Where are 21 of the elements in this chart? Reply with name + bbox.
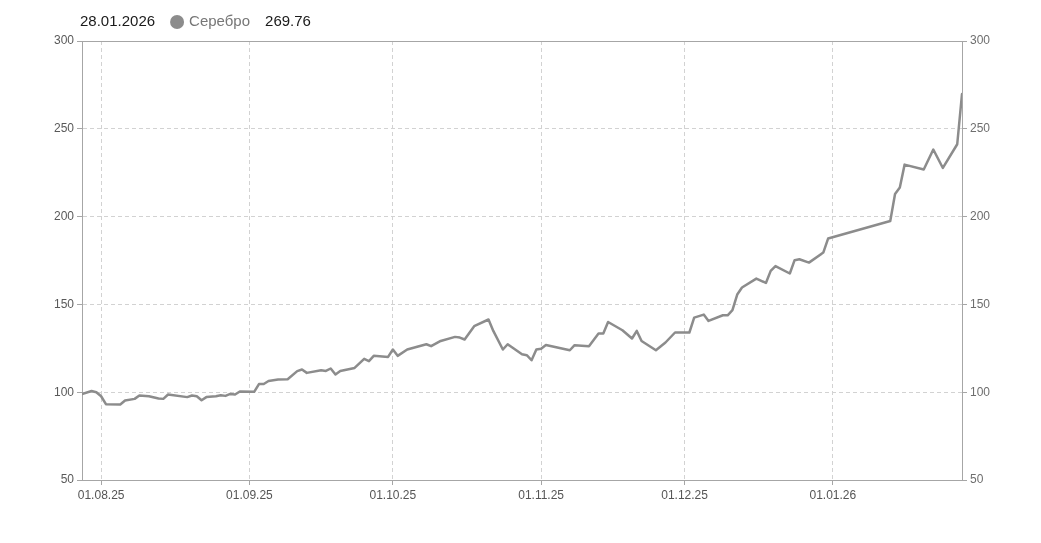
x-tick-label: 01.08.25 bbox=[77, 487, 125, 502]
y2-tick-label: 300 bbox=[970, 33, 991, 48]
x-tick-label: 01.01.26 bbox=[809, 487, 857, 502]
y-tick-label: 200 bbox=[53, 208, 75, 223]
y-tick-label: 150 bbox=[53, 296, 75, 311]
y2-tick-label: 200 bbox=[970, 208, 991, 223]
y-tick-label: 50 bbox=[60, 472, 75, 487]
y-tick-label: 300 bbox=[53, 33, 75, 48]
y2-tick-label: 100 bbox=[970, 384, 991, 399]
x-tick-label: 01.10.25 bbox=[369, 487, 417, 502]
y2-tick-label: 250 bbox=[970, 121, 991, 136]
y2-tick-label: 150 bbox=[970, 296, 991, 311]
y2-tick-label: 50 bbox=[970, 472, 984, 487]
x-tick-label: 01.09.25 bbox=[226, 487, 274, 502]
y-tick-label: 250 bbox=[53, 121, 75, 136]
text: 28.01.2026 bbox=[80, 12, 156, 30]
y-tick-label: 100 bbox=[53, 384, 75, 399]
x-tick-label: 01.11.25 bbox=[518, 487, 565, 502]
legend-label: Серебро bbox=[189, 12, 251, 30]
x-tick-label: 01.12.25 bbox=[661, 487, 709, 502]
text: 269.76 bbox=[265, 12, 311, 30]
